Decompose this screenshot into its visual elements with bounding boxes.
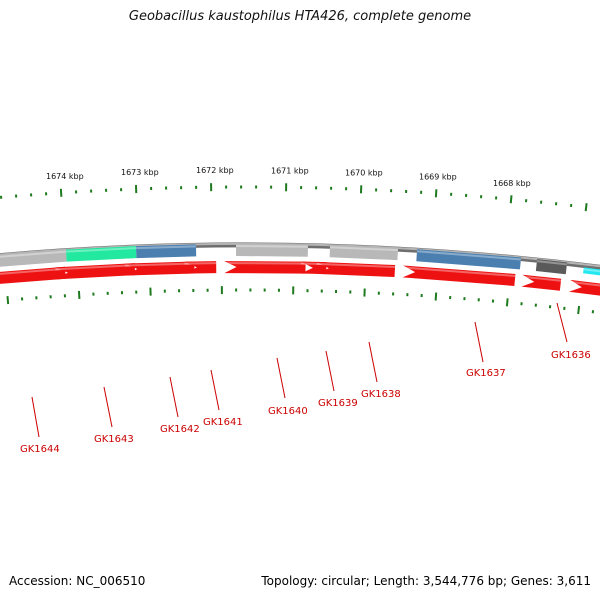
- gene-leader-line: [169, 376, 179, 418]
- gene-GK1639: [300, 261, 327, 275]
- gene-shine: [136, 245, 197, 250]
- gene-shine: [329, 246, 398, 252]
- page-title: Geobacillus kaustophilus HTA426, complet…: [128, 9, 472, 24]
- scale-label: 1673 kbp: [121, 168, 159, 177]
- gene-row2-gray: [0, 249, 67, 267]
- gene-row2-darkgray: [535, 259, 568, 275]
- gene-leader-line: [31, 396, 40, 438]
- gene-shine: [184, 262, 217, 265]
- gene-GK1643: [55, 263, 136, 280]
- scale-label: 1670 kbp: [345, 169, 383, 178]
- major-tick: [505, 298, 509, 307]
- gene-shine: [522, 275, 562, 282]
- accession-text: Accession: NC_006510: [9, 574, 146, 588]
- gene-GK1636: [521, 274, 562, 291]
- scale-label: 1674 kbp: [46, 172, 84, 181]
- gene-leader-line: [556, 302, 568, 343]
- scale-label: 1671 kbp: [271, 166, 309, 175]
- gene-label-gk1641: GK1641: [203, 417, 243, 428]
- gene-label-gk1640: GK1640: [268, 406, 308, 417]
- major-tick: [577, 305, 581, 315]
- gene-shine: [124, 262, 195, 267]
- gene-shine: [55, 264, 135, 271]
- gene-leader-line: [474, 321, 484, 363]
- outer-scale-ticks: [0, 183, 600, 212]
- major-tick: [59, 188, 63, 197]
- gene-shine: [569, 280, 600, 287]
- major-tick: [584, 203, 588, 212]
- gene-shine: [0, 267, 66, 275]
- gene-label-gk1643: GK1643: [94, 434, 134, 445]
- gene-shine: [0, 250, 67, 258]
- scale-label: 1672 kbp: [196, 166, 234, 175]
- major-tick: [434, 189, 438, 198]
- gene-shine: [224, 262, 306, 265]
- gene-shine: [403, 266, 516, 277]
- gene-label-gk1642: GK1642: [160, 424, 200, 435]
- inner-scale-ticks: [6, 286, 595, 315]
- gene-row2-gray: [329, 245, 399, 261]
- gene-label-gk1636: GK1636: [551, 350, 591, 361]
- major-tick: [434, 292, 438, 301]
- gene-labels: GK1644GK1643GK1642GK1641GK1640GK1639GK16…: [20, 302, 591, 455]
- major-tick: [6, 296, 10, 305]
- gene-leader-line: [368, 341, 378, 383]
- genome-summary-text: Topology: circular; Length: 3,544,776 bp…: [261, 574, 591, 588]
- major-tick: [509, 195, 513, 204]
- gene-GK1642: [124, 261, 195, 276]
- gene-row2-teal: [65, 246, 137, 262]
- gene-shine: [583, 268, 600, 273]
- gene-GK1644: [0, 266, 66, 284]
- scale-labels: 1674 kbp 1673 kbp 1672 kbp 1671 kbp 1670 kbp…: [46, 166, 531, 188]
- gene-row2-cyan: [583, 267, 600, 276]
- gene-leader-line: [103, 386, 113, 428]
- gene-leader-line: [276, 357, 286, 399]
- gene-leader-line: [325, 350, 335, 392]
- gene-label-gk1639: GK1639: [318, 398, 358, 409]
- gene-GK1640: [224, 261, 306, 274]
- gene-shine: [235, 245, 308, 248]
- scale-label: 1669 kbp: [419, 173, 457, 182]
- gene-label-gk1638: GK1638: [361, 389, 401, 400]
- gene-GK1641: [184, 261, 217, 274]
- gene-features: [0, 244, 600, 296]
- gene-label-gk1637: GK1637: [466, 368, 506, 379]
- gene-GK1637: [402, 265, 516, 286]
- gene-row2-gray: [235, 244, 309, 257]
- gene-shine: [536, 260, 567, 266]
- gene-shine: [66, 247, 137, 253]
- gene-label-gk1644: GK1644: [20, 444, 60, 455]
- gene-GK1638: [316, 261, 396, 277]
- gene-partial: [568, 279, 600, 296]
- gene-shine: [416, 250, 521, 261]
- scale-label: 1668 kbp: [493, 179, 531, 188]
- gene-leader-line: [210, 369, 220, 411]
- gene-row2-blue: [135, 244, 197, 259]
- gene-row2-blue: [416, 249, 522, 270]
- gene-shine: [316, 262, 396, 268]
